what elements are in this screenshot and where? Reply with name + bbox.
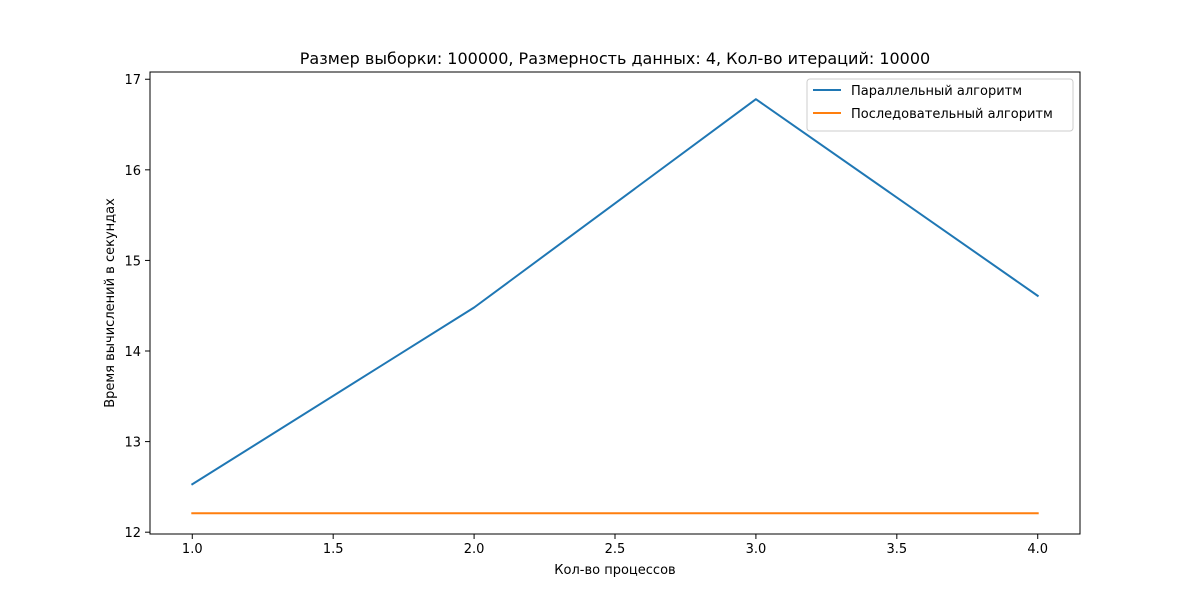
legend: Параллельный алгоритм Последовательный ал… (806, 78, 1074, 132)
x-tick-label: 1.0 (182, 542, 203, 557)
x-tick-label: 2.0 (464, 542, 485, 557)
y-tick-label: 15 (124, 254, 141, 269)
y-axis-label: Время вычислений в секундах (103, 198, 118, 408)
x-tick-label: 4.0 (1027, 542, 1048, 557)
x-tick-label: 2.5 (605, 542, 626, 557)
y-tick-label: 16 (124, 164, 141, 179)
x-axis-ticks: 1.0 1.5 2.0 2.5 3.0 3.5 4.0 (182, 534, 1048, 557)
series-line-0 (190, 98, 1040, 486)
x-tick-label: 3.0 (746, 542, 767, 557)
y-axis-ticks: 12 13 14 15 16 17 (124, 73, 150, 541)
legend-box (806, 78, 1074, 132)
series-layer (190, 98, 1040, 515)
legend-label-1: Последовательный алгоритм (851, 107, 1053, 122)
plot-background (150, 72, 1080, 534)
legend-label-0: Параллельный алгоритм (851, 84, 1022, 99)
x-axis-label: Кол-во процессов (554, 563, 675, 578)
y-tick-label: 14 (124, 345, 141, 360)
y-tick-label: 13 (124, 436, 141, 451)
y-tick-label: 17 (124, 73, 141, 88)
x-tick-label: 3.5 (886, 542, 907, 557)
chart-title: Размер выборки: 100000, Размерность данн… (300, 49, 930, 68)
y-tick-label: 12 (124, 526, 141, 541)
x-tick-label: 1.5 (323, 542, 344, 557)
